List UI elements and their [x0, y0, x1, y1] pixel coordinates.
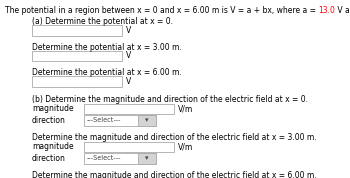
Text: Determine the magnitude and direction of the electric field at x = 6.00 m.: Determine the magnitude and direction of…: [32, 171, 317, 178]
Text: V/m: V/m: [178, 142, 193, 151]
Text: V: V: [126, 51, 131, 60]
Text: ▾: ▾: [145, 117, 149, 123]
FancyBboxPatch shape: [32, 76, 122, 87]
FancyBboxPatch shape: [138, 153, 156, 164]
FancyBboxPatch shape: [84, 115, 156, 125]
Text: direction: direction: [32, 154, 66, 163]
FancyBboxPatch shape: [84, 142, 174, 152]
Text: (a) Determine the potential at x = 0.: (a) Determine the potential at x = 0.: [32, 17, 173, 26]
FancyBboxPatch shape: [84, 103, 174, 114]
Text: The potential in a region between x = 0 and x = 6.00 m is V = a + bx, where a =: The potential in a region between x = 0 …: [5, 6, 318, 15]
FancyBboxPatch shape: [138, 115, 156, 125]
Text: V and b =: V and b =: [335, 6, 350, 15]
Text: Determine the potential at x = 6.00 m.: Determine the potential at x = 6.00 m.: [32, 68, 182, 77]
Text: V: V: [126, 26, 131, 35]
Text: magnitude: magnitude: [32, 104, 74, 113]
FancyBboxPatch shape: [32, 51, 122, 61]
Text: ---Select---: ---Select---: [87, 155, 121, 161]
FancyBboxPatch shape: [84, 153, 156, 164]
Text: Determine the magnitude and direction of the electric field at x = 3.00 m.: Determine the magnitude and direction of…: [32, 134, 317, 143]
Text: V: V: [126, 77, 131, 86]
Text: magnitude: magnitude: [32, 142, 74, 151]
Text: (b) Determine the magnitude and direction of the electric field at x = 0.: (b) Determine the magnitude and directio…: [32, 96, 308, 104]
Text: direction: direction: [32, 116, 66, 125]
Text: 13.0: 13.0: [318, 6, 335, 15]
FancyBboxPatch shape: [32, 25, 122, 35]
Text: ▾: ▾: [145, 155, 149, 161]
Text: V/m: V/m: [178, 104, 193, 113]
Text: Determine the potential at x = 3.00 m.: Determine the potential at x = 3.00 m.: [32, 43, 182, 51]
Text: ---Select---: ---Select---: [87, 117, 121, 123]
